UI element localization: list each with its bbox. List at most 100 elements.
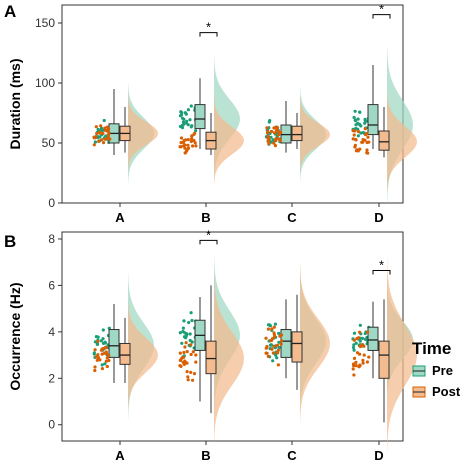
data-point-pre	[186, 108, 190, 112]
data-point-post	[357, 130, 361, 134]
data-point-post	[191, 144, 195, 148]
data-point-post	[94, 125, 98, 129]
data-point-post	[186, 378, 190, 382]
density-post	[387, 258, 417, 452]
data-point-post	[93, 368, 97, 373]
data-point-pre	[358, 339, 362, 343]
density-post	[128, 95, 158, 171]
data-point-post	[100, 138, 104, 142]
data-point-post	[354, 138, 358, 142]
data-point-post	[179, 141, 183, 145]
data-point-post	[361, 140, 365, 144]
data-point-post	[351, 137, 355, 141]
data-point-pre	[100, 363, 104, 367]
y-axis-label: Occurrence (Hz)	[7, 282, 23, 390]
data-point-post	[365, 360, 369, 364]
data-point-post	[365, 148, 369, 152]
data-point-pre	[179, 113, 183, 117]
data-point-pre	[351, 345, 356, 350]
data-point-pre	[92, 351, 96, 355]
legend-label-post: Post	[432, 384, 461, 399]
data-point-post	[270, 337, 274, 341]
data-point-post	[272, 126, 276, 130]
data-point-post	[93, 365, 97, 369]
data-point-pre	[179, 110, 183, 114]
data-point-post	[178, 364, 182, 368]
data-point-post	[104, 359, 108, 363]
data-point-post	[182, 362, 186, 366]
data-point-pre	[180, 123, 184, 128]
y-tick-label: 0	[48, 418, 55, 432]
data-point-post	[351, 362, 356, 366]
box-post	[291, 331, 303, 363]
data-point-post	[362, 353, 366, 357]
box-post	[378, 340, 390, 379]
data-point-post	[184, 341, 188, 345]
data-point-pre	[182, 319, 186, 323]
data-point-post	[189, 343, 193, 347]
data-point-post	[182, 355, 186, 359]
data-point-post	[266, 354, 270, 358]
data-point-pre	[190, 340, 194, 344]
significance-bracket	[199, 239, 218, 245]
data-point-post	[192, 372, 197, 376]
data-point-post	[105, 125, 109, 129]
data-point-post	[193, 131, 197, 135]
data-point-post	[365, 151, 369, 155]
data-point-post	[266, 327, 270, 331]
data-point-post	[270, 129, 274, 134]
legend-label-pre: Pre	[432, 363, 453, 378]
panel-a: A 0 50 100 150 Duration (ms) A B C D * *	[4, 2, 417, 225]
x-tick-label: D	[374, 448, 383, 462]
significance-star: *	[206, 20, 211, 35]
data-point-post	[194, 353, 198, 357]
density-post	[128, 300, 158, 410]
data-point-pre	[359, 131, 363, 135]
data-point-post	[98, 131, 102, 135]
data-point-post	[107, 353, 111, 357]
significance-star: *	[379, 2, 384, 17]
data-point-post	[276, 363, 280, 367]
data-point-post	[360, 343, 364, 347]
data-point-post	[189, 139, 193, 144]
data-point-post	[272, 344, 276, 348]
data-point-pre	[181, 120, 185, 124]
box-pre	[194, 104, 206, 130]
box-post	[378, 130, 390, 151]
data-point-pre	[96, 127, 100, 132]
data-point-post	[185, 148, 189, 152]
data-point-post	[361, 358, 365, 362]
data-point-pre	[93, 340, 97, 344]
data-point-post	[276, 351, 280, 355]
data-point-post	[95, 358, 99, 362]
significance-bracket	[199, 32, 218, 37]
legend-title: Time	[412, 339, 451, 358]
data-point-post	[194, 144, 198, 148]
data-point-pre	[277, 331, 281, 335]
data-point-post	[351, 367, 355, 371]
data-point-post	[270, 347, 274, 351]
data-point-post	[265, 131, 270, 135]
data-point-post	[354, 364, 358, 368]
data-point-pre	[194, 129, 198, 133]
data-point-post	[352, 356, 357, 360]
box-post	[119, 342, 131, 365]
data-point-pre	[188, 332, 192, 336]
data-point-pre	[352, 343, 356, 347]
density-post	[214, 273, 244, 444]
data-point-post	[190, 134, 194, 138]
data-point-post	[353, 145, 357, 149]
data-point-post	[179, 136, 184, 140]
data-point-pre	[356, 134, 360, 138]
y-tick-label: 2	[48, 371, 55, 385]
data-point-post	[108, 137, 112, 141]
data-point-post	[364, 133, 368, 137]
data-point-pre	[268, 324, 272, 328]
data-point-pre	[103, 362, 107, 366]
data-point-post	[98, 358, 102, 362]
data-point-post	[276, 348, 280, 352]
data-point-pre	[178, 331, 182, 335]
data-point-post	[94, 355, 99, 359]
